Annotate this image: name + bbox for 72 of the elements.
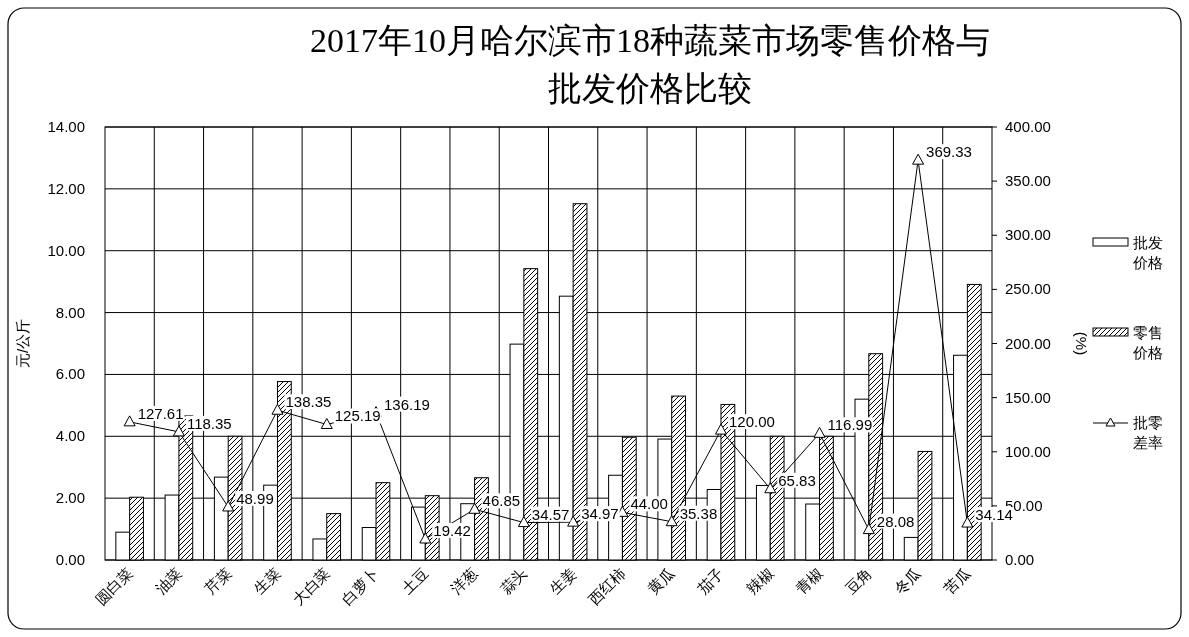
- point: [912, 153, 925, 165]
- point: [567, 515, 580, 527]
- point: [419, 532, 432, 544]
- chart-title: 2017年10月哈尔滨市18种蔬菜市场零售价格与批发价格比较: [310, 22, 990, 107]
- legend-label: 批零差率: [1133, 414, 1163, 451]
- data-label: 369.33: [926, 143, 972, 161]
- x-tick-label: 洋葱: [447, 564, 481, 598]
- y-tick-label: 6.00: [55, 365, 85, 383]
- data-label: 120.00: [728, 413, 775, 431]
- x-tick-label: 大白菜: [289, 564, 333, 608]
- data-label: 136.19: [384, 395, 430, 413]
- x-tick-label: 芹菜: [201, 564, 235, 598]
- x-tick-label: 油菜: [151, 564, 186, 598]
- y-tick-label: 12.00: [47, 179, 85, 197]
- data-label: 118.35: [186, 414, 232, 432]
- point: [271, 403, 284, 415]
- point: [320, 417, 333, 429]
- x-tick-label: 冬瓜: [890, 564, 925, 598]
- data-label: 138.35: [285, 393, 332, 411]
- y-tick-label: 0.00: [55, 551, 85, 568]
- y2-tick-label: 100.00: [1005, 442, 1051, 460]
- x-tick-label: 西红柿: [584, 564, 629, 608]
- point: [714, 423, 727, 435]
- y-axis-title: 元/公斤: [14, 318, 31, 369]
- point: [172, 425, 185, 437]
- y2-axis-title: (%): [1073, 331, 1090, 356]
- point: [862, 523, 875, 535]
- point: [764, 482, 777, 494]
- x-tick-label: 白萝卜: [338, 564, 383, 608]
- point: [961, 516, 974, 528]
- y-tick-label: 4.00: [55, 427, 85, 445]
- data-label: 28.08: [876, 512, 915, 530]
- y2-tick-label: 150.00: [1005, 388, 1051, 406]
- point: [222, 500, 235, 512]
- data-label: 48.99: [236, 489, 274, 507]
- point: [813, 426, 826, 438]
- x-tick-label: 辣椒: [743, 564, 777, 598]
- data-label: 19.42: [433, 521, 471, 539]
- point: [468, 502, 481, 514]
- x-tick-label: 豆角: [841, 564, 875, 598]
- data-label: 44.00: [630, 495, 668, 513]
- data-label: 46.85: [482, 492, 521, 510]
- y-tick-label: 2.00: [55, 489, 85, 507]
- y2-tick-label: 200.00: [1005, 334, 1051, 352]
- data-label: 116.99: [827, 416, 873, 434]
- data-label: 65.83: [778, 471, 816, 489]
- data-label: 34.57: [531, 505, 570, 523]
- x-tick-label: 青椒: [792, 564, 826, 598]
- y2-tick-label: 400.00: [1005, 118, 1051, 135]
- x-tick-label: 生菜: [250, 564, 284, 598]
- data-label: 34.97: [581, 505, 619, 523]
- y2-tick-label: 350.00: [1005, 172, 1051, 190]
- y-tick-label: 8.00: [55, 303, 85, 321]
- data-label: 35.38: [679, 504, 718, 522]
- point: [123, 415, 136, 427]
- y2-tick-label: 0.00: [1005, 551, 1035, 568]
- point: [665, 515, 678, 527]
- x-tick-label: 土豆: [398, 564, 432, 598]
- x-tick-label: 生姜: [546, 564, 580, 598]
- x-tick-label: 苦瓜: [940, 564, 974, 598]
- x-tick-label: 茄子: [693, 564, 728, 598]
- y-tick-label: 14.00: [47, 118, 85, 135]
- legend-label: 批发价格: [1132, 234, 1163, 271]
- point: [517, 516, 530, 528]
- x-tick-label: 蒜头: [496, 564, 530, 598]
- y-tick-label: 10.00: [47, 241, 85, 259]
- data-label: 127.61: [137, 404, 184, 422]
- legend-label: 零售价格: [1132, 324, 1163, 361]
- x-tick-label: 黄瓜: [644, 564, 678, 598]
- x-tick-label: 圆白菜: [91, 564, 136, 608]
- y2-tick-label: 250.00: [1005, 280, 1051, 298]
- y2-tick-label: 300.00: [1005, 226, 1051, 244]
